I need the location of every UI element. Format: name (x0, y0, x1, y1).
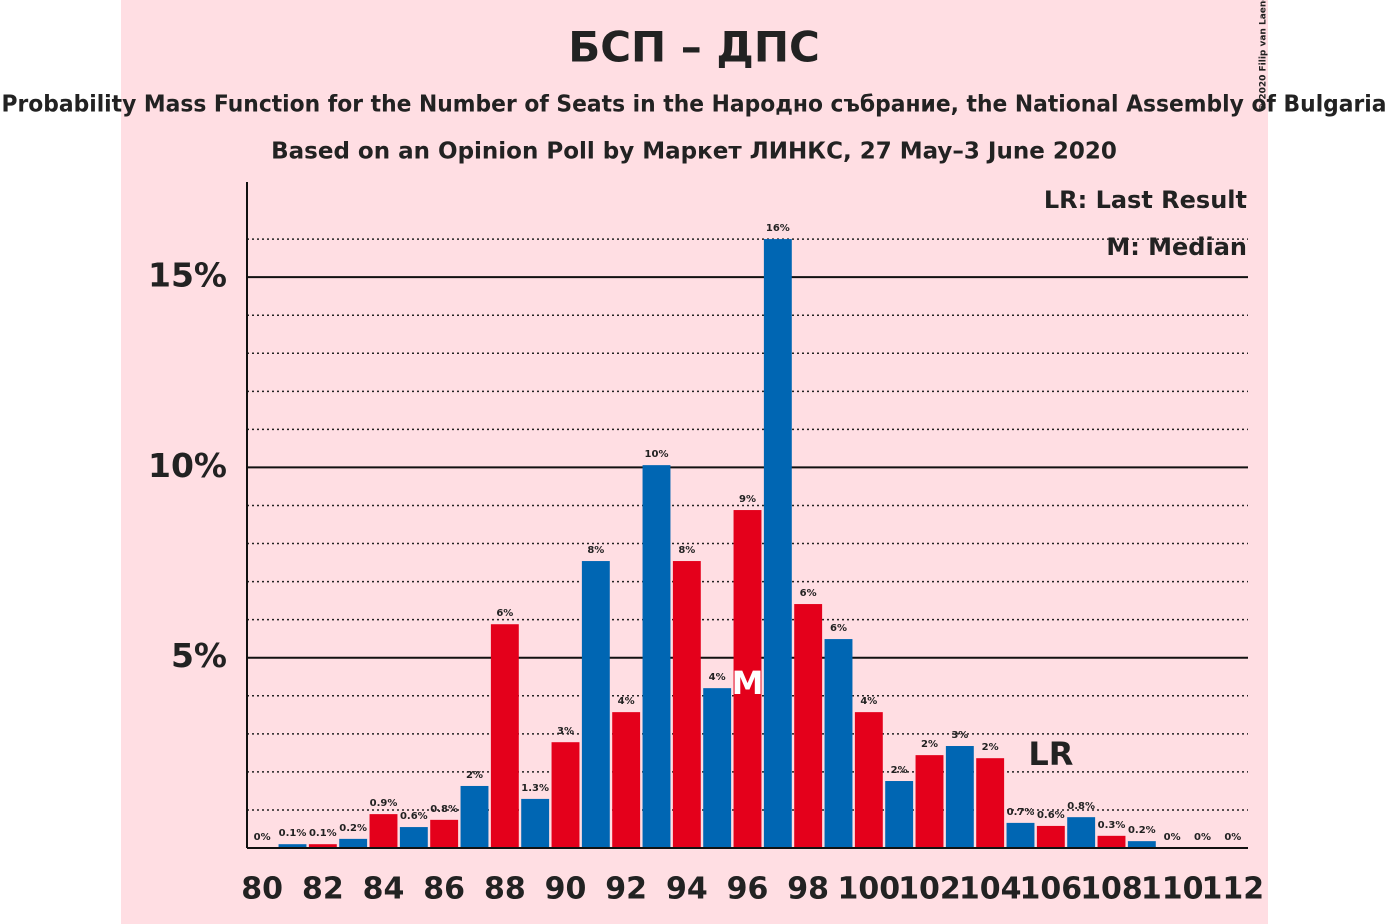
legend-entry: M: Median (1106, 233, 1247, 261)
data-label: 2% (466, 770, 483, 781)
bar (339, 838, 368, 848)
data-label: 0.8% (430, 804, 458, 815)
data-label: 0.6% (1037, 810, 1065, 821)
data-label: 0% (1224, 832, 1241, 843)
data-label: 0.2% (1128, 825, 1156, 836)
bar (278, 844, 307, 848)
bar (976, 758, 1005, 848)
data-label: 3% (557, 726, 574, 737)
bar (642, 465, 671, 848)
bar (1127, 841, 1156, 848)
bar (703, 688, 732, 848)
bar (1006, 822, 1035, 848)
data-label: 4% (860, 696, 877, 707)
data-label: 0.2% (339, 823, 367, 834)
x-tick-label: 100 (838, 872, 901, 907)
chart-subtitle: Based on an Opinion Poll by Маркет ЛИНКС… (271, 139, 1117, 165)
x-tick-label: 84 (363, 872, 405, 907)
data-label: 0% (1164, 832, 1181, 843)
data-label: 16% (766, 223, 790, 234)
bar (369, 814, 398, 848)
data-label: 0% (254, 832, 271, 843)
bar (399, 827, 428, 848)
data-label: 0.6% (400, 811, 428, 822)
x-tick-label: 88 (484, 872, 526, 907)
data-label: 8% (678, 545, 695, 556)
credit: © 2020 Filip van Laenen (1259, 0, 1269, 112)
last-result-marker: LR (1028, 735, 1073, 773)
bar (490, 624, 519, 848)
bar (915, 755, 944, 848)
data-label: 4% (709, 672, 726, 683)
x-tick-label: 90 (545, 872, 587, 907)
x-tick-label: 94 (666, 872, 708, 907)
data-label: 9% (739, 494, 756, 505)
data-label: 0% (1194, 832, 1211, 843)
x-tick-label: 102 (898, 872, 961, 907)
data-label: 10% (645, 449, 669, 460)
bar (763, 239, 792, 849)
data-label: 4% (618, 696, 635, 707)
bar (521, 798, 550, 848)
median-marker: M (732, 664, 764, 702)
x-tick-label: 96 (727, 872, 769, 907)
bar (308, 844, 337, 848)
data-label: 8% (587, 545, 604, 556)
bar (854, 712, 883, 848)
y-tick-label: 5% (171, 636, 227, 675)
x-tick-label: 86 (423, 872, 465, 907)
data-label: 0.1% (309, 828, 337, 839)
data-label: 0.1% (279, 828, 307, 839)
x-tick-label: 92 (605, 872, 647, 907)
data-label: 6% (496, 608, 513, 619)
x-tick-label: 104 (959, 872, 1022, 907)
x-tick-label: 112 (1202, 872, 1265, 907)
data-label: 2% (982, 742, 999, 753)
data-label: 3% (951, 730, 968, 741)
y-tick-label: 15% (148, 256, 227, 295)
data-label: 0.8% (1067, 801, 1095, 812)
x-tick-label: 108 (1080, 872, 1143, 907)
bar (612, 712, 641, 848)
bar (672, 561, 701, 848)
x-tick-label: 110 (1141, 872, 1204, 907)
bar (551, 742, 580, 848)
bar (1067, 817, 1096, 848)
bar (945, 746, 974, 848)
legend-entry: LR: Last Result (1044, 186, 1247, 214)
x-tick-label: 82 (302, 872, 344, 907)
bar (733, 510, 762, 848)
bar (430, 819, 459, 848)
bar (1036, 825, 1065, 848)
bar (885, 781, 914, 848)
bar (581, 561, 610, 848)
chart-subtitle: Probability Mass Function for the Number… (2, 92, 1387, 118)
y-tick-label: 10% (148, 446, 227, 485)
x-tick-label: 98 (787, 872, 829, 907)
bar (824, 639, 853, 848)
bar (460, 785, 489, 848)
bar (1097, 835, 1126, 848)
data-label: 2% (891, 765, 908, 776)
bar (794, 604, 823, 848)
data-label: 1.3% (521, 783, 549, 794)
x-tick-label: 106 (1020, 872, 1083, 907)
x-tick-label: 80 (241, 872, 283, 907)
data-label: 2% (921, 739, 938, 750)
chart-title: БСП – ДПС (568, 23, 820, 72)
data-label: 0.7% (1007, 807, 1035, 818)
data-label: 0.9% (370, 798, 398, 809)
data-label: 6% (800, 588, 817, 599)
data-label: 6% (830, 623, 847, 634)
data-label: 0.3% (1098, 820, 1126, 831)
